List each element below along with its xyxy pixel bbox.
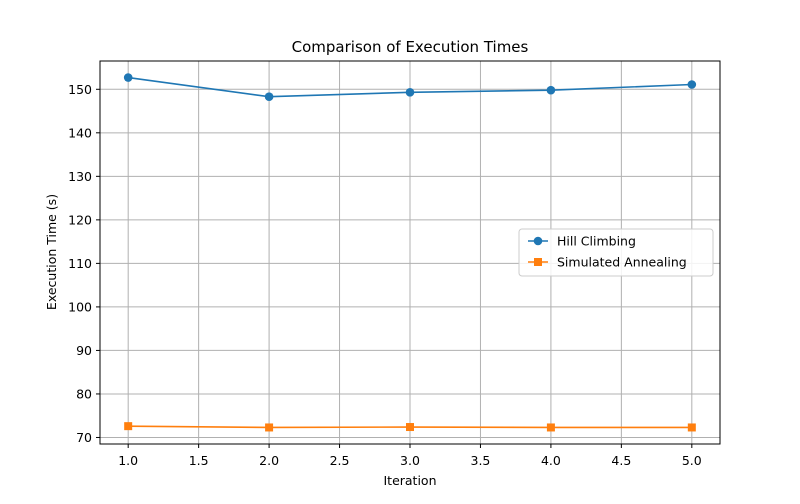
- data-point-hill-climbing: [546, 85, 556, 95]
- y-tick-label: 80: [76, 386, 92, 401]
- x-tick-label: 1.0: [118, 453, 138, 468]
- x-tick-label: 5.0: [682, 453, 702, 468]
- data-point-simulated-annealing: [546, 423, 555, 432]
- data-point-hill-climbing: [264, 92, 274, 101]
- y-tick-label: 70: [76, 430, 92, 445]
- y-tick-label: 150: [68, 82, 92, 97]
- legend-label: Simulated Annealing: [557, 255, 687, 270]
- x-tick-label: 3.5: [471, 453, 491, 468]
- legend-entry-hill-climbing: Hill Climbing: [528, 234, 636, 249]
- y-axis-ticks: 70 80 90 100 110 120 130 140 150: [68, 82, 100, 445]
- y-tick-label: 140: [68, 125, 92, 140]
- y-tick-label: 110: [68, 256, 92, 271]
- y-axis-label: Execution Time (s): [44, 194, 59, 310]
- y-tick-label: 130: [68, 169, 92, 184]
- y-tick-label: 120: [68, 212, 92, 227]
- x-tick-label: 2.5: [330, 453, 350, 468]
- data-point-hill-climbing: [123, 73, 133, 82]
- data-point-hill-climbing: [405, 88, 415, 97]
- data-point-simulated-annealing: [124, 422, 133, 431]
- legend-marker: [533, 236, 543, 246]
- data-point-simulated-annealing: [406, 423, 414, 432]
- data-point-simulated-annealing: [265, 423, 274, 432]
- x-tick-label: 4.0: [541, 453, 561, 468]
- legend-entry-simulated-annealing: Simulated Annealing: [528, 255, 687, 270]
- x-axis-ticks: 1.0 1.5 2.0 2.5 3.0 3.5 4.0 4.5 5.0: [118, 444, 702, 468]
- y-tick-label: 100: [68, 299, 92, 314]
- chart-title: Comparison of Execution Times: [292, 38, 529, 56]
- legend-label: Hill Climbing: [557, 234, 636, 249]
- legend: Hill Climbing Simulated Annealing: [518, 228, 714, 277]
- x-tick-label: 1.5: [189, 453, 209, 468]
- x-axis-label: Iteration: [383, 473, 436, 488]
- y-tick-label: 90: [76, 343, 92, 358]
- x-tick-label: 4.5: [611, 453, 631, 468]
- data-point-simulated-annealing: [687, 423, 696, 432]
- data-point-hill-climbing: [687, 80, 697, 89]
- legend-box: [518, 228, 714, 277]
- x-tick-label: 2.0: [259, 453, 279, 468]
- x-tick-label: 3.0: [400, 453, 420, 468]
- series-simulated-annealing: [124, 422, 696, 432]
- series-hill-climbing: [123, 73, 697, 101]
- series-layer: [123, 73, 697, 432]
- legend-marker: [534, 258, 542, 266]
